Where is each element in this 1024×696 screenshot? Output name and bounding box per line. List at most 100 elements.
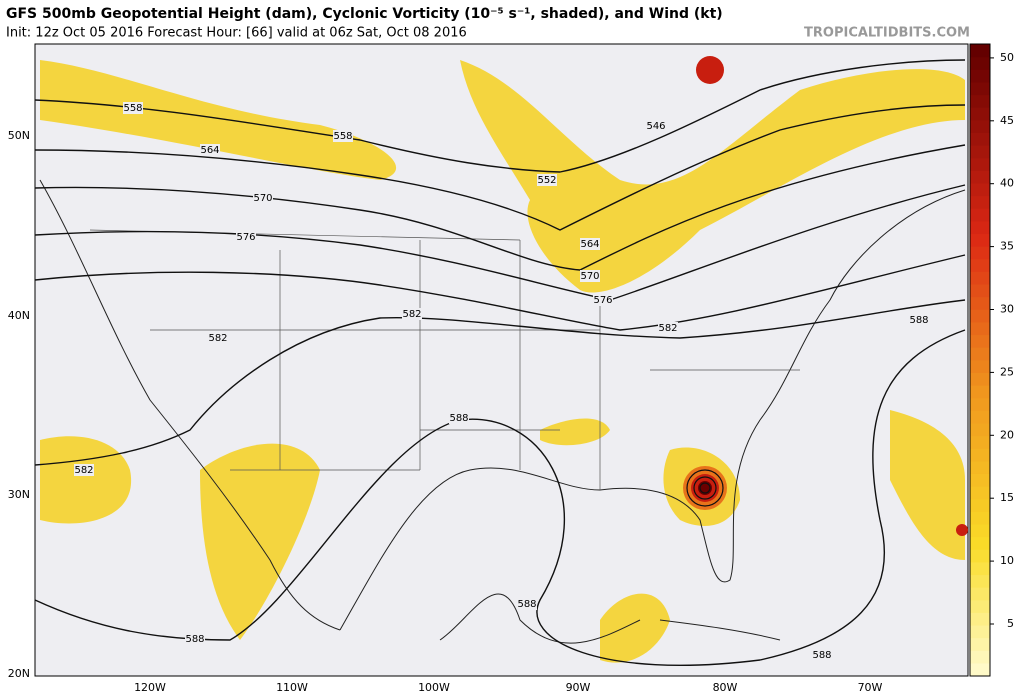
contour-label: 576	[236, 232, 255, 243]
contour-label-bg	[580, 238, 600, 250]
colorbar-band	[970, 561, 990, 576]
lat-label: 40N	[8, 309, 30, 322]
contour-label-bg	[253, 192, 273, 204]
contour-label-bg	[646, 120, 666, 132]
lon-label: 120W	[134, 681, 166, 694]
contour-label: 558	[123, 103, 142, 114]
colorbar-tick-label: 35	[1000, 240, 1014, 253]
colorbar-band	[970, 170, 990, 184]
colorbar-band	[970, 347, 990, 361]
contour-label: 546	[646, 121, 665, 132]
colorbar-tick-label: 50	[1000, 51, 1014, 64]
contour-label: 588	[812, 650, 831, 661]
colorbar-band	[970, 498, 990, 512]
colorbar-band	[970, 334, 990, 348]
colorbar-band	[970, 612, 990, 626]
contour-label-bg	[812, 649, 832, 661]
colorbar-band	[970, 296, 990, 310]
contour-label: 582	[208, 333, 227, 344]
labels: 50N 40N 30N 20N 120W 110W 100W 90W 80W 70W 558 558 5…	[8, 102, 929, 694]
colorbar-tick-label: 5	[1007, 617, 1014, 630]
colorbar-band	[970, 309, 990, 323]
contour-label-bg	[208, 332, 228, 344]
colorbar-band	[970, 145, 990, 159]
lon-label: 80W	[713, 681, 738, 694]
contour-label-bg	[537, 174, 557, 186]
colorbar-band	[970, 625, 990, 639]
colorbar-band	[970, 220, 990, 235]
contour-label: 588	[185, 634, 204, 645]
colorbar-band	[970, 94, 990, 108]
colorbar-band	[970, 410, 990, 424]
lat-label: 50N	[8, 129, 30, 142]
colorbar-band	[970, 182, 990, 197]
colorbar-band	[970, 157, 990, 171]
title: GFS 500mb Geopotential Height (dam), Cyc…	[6, 6, 723, 22]
contour-label-bg	[333, 130, 353, 142]
colorbar-band	[970, 637, 990, 651]
contour-label: 588	[449, 413, 468, 424]
contour-label-bg	[449, 412, 469, 424]
contour-label-bg	[402, 308, 422, 320]
contour-label-bg	[236, 231, 256, 243]
colorbar-band	[970, 246, 990, 260]
lat-label: 30N	[8, 488, 30, 501]
contour-label: 582	[658, 323, 677, 334]
credit: TROPICALTIDBITS.COM	[804, 26, 970, 41]
colorbar-band	[970, 44, 990, 58]
colorbar-band	[970, 511, 990, 525]
lat-label: 20N	[8, 667, 30, 680]
colorbar-band	[970, 486, 990, 500]
contour-label-bg	[658, 322, 678, 334]
colorbar-band	[970, 397, 990, 411]
contour-label-bg	[74, 464, 94, 476]
colorbar-band	[970, 81, 990, 96]
colorbar-tick-label: 30	[1000, 303, 1014, 316]
contour-label-bg	[909, 314, 929, 326]
contour-label-bg	[593, 294, 613, 306]
colorbar-tick-label: 15	[1000, 491, 1014, 504]
colorbar-tick-label: 45	[1000, 114, 1014, 127]
colorbar-band	[970, 372, 990, 386]
colorbar-tick-label: 40	[1000, 177, 1014, 190]
colorbar-band	[970, 385, 990, 399]
contour-label: 564	[200, 145, 219, 156]
colorbar-band	[970, 107, 990, 121]
map-panel	[34, 43, 969, 677]
colorbar-tick-label: 10	[1000, 554, 1014, 567]
colorbar-band	[970, 422, 990, 437]
colorbar-band	[970, 321, 990, 336]
lon-label: 70W	[858, 681, 883, 694]
colorbar-band	[970, 208, 990, 222]
contour-label-bg	[200, 144, 220, 156]
colorbar-band	[970, 448, 990, 462]
contour-label: 582	[74, 465, 93, 476]
colorbar-tick-label: 20	[1000, 428, 1014, 441]
colorbar-frame	[969, 43, 991, 677]
contour-label-bg	[580, 270, 600, 282]
colorbar-band	[970, 359, 990, 373]
contour-label: 582	[402, 309, 421, 320]
colorbar-tick-label: 25	[1000, 365, 1014, 378]
contour-label: 588	[517, 599, 536, 610]
contour-label: 558	[333, 131, 352, 142]
colorbar-band	[970, 284, 990, 298]
colorbar-band	[970, 599, 990, 613]
contour-label-bg	[185, 633, 205, 645]
colorbar-band	[970, 435, 990, 449]
colorbar: 5 10 15 20 25 30 35 40 45 50	[969, 43, 1014, 677]
contour-label-bg	[123, 102, 143, 114]
colorbar-band	[970, 460, 990, 474]
contour-label: 564	[580, 239, 599, 250]
subtitle: Init: 12z Oct 05 2016 Forecast Hour: [66…	[6, 26, 467, 41]
colorbar-band	[970, 258, 990, 272]
state-borders	[89, 229, 800, 490]
colorbar-band	[970, 119, 990, 133]
contour-label: 552	[537, 175, 556, 186]
colorbar-band	[970, 549, 990, 563]
lon-label: 90W	[566, 681, 591, 694]
colorbar-band	[970, 473, 990, 487]
contour-label: 588	[909, 315, 928, 326]
colorbar-band	[970, 574, 990, 588]
